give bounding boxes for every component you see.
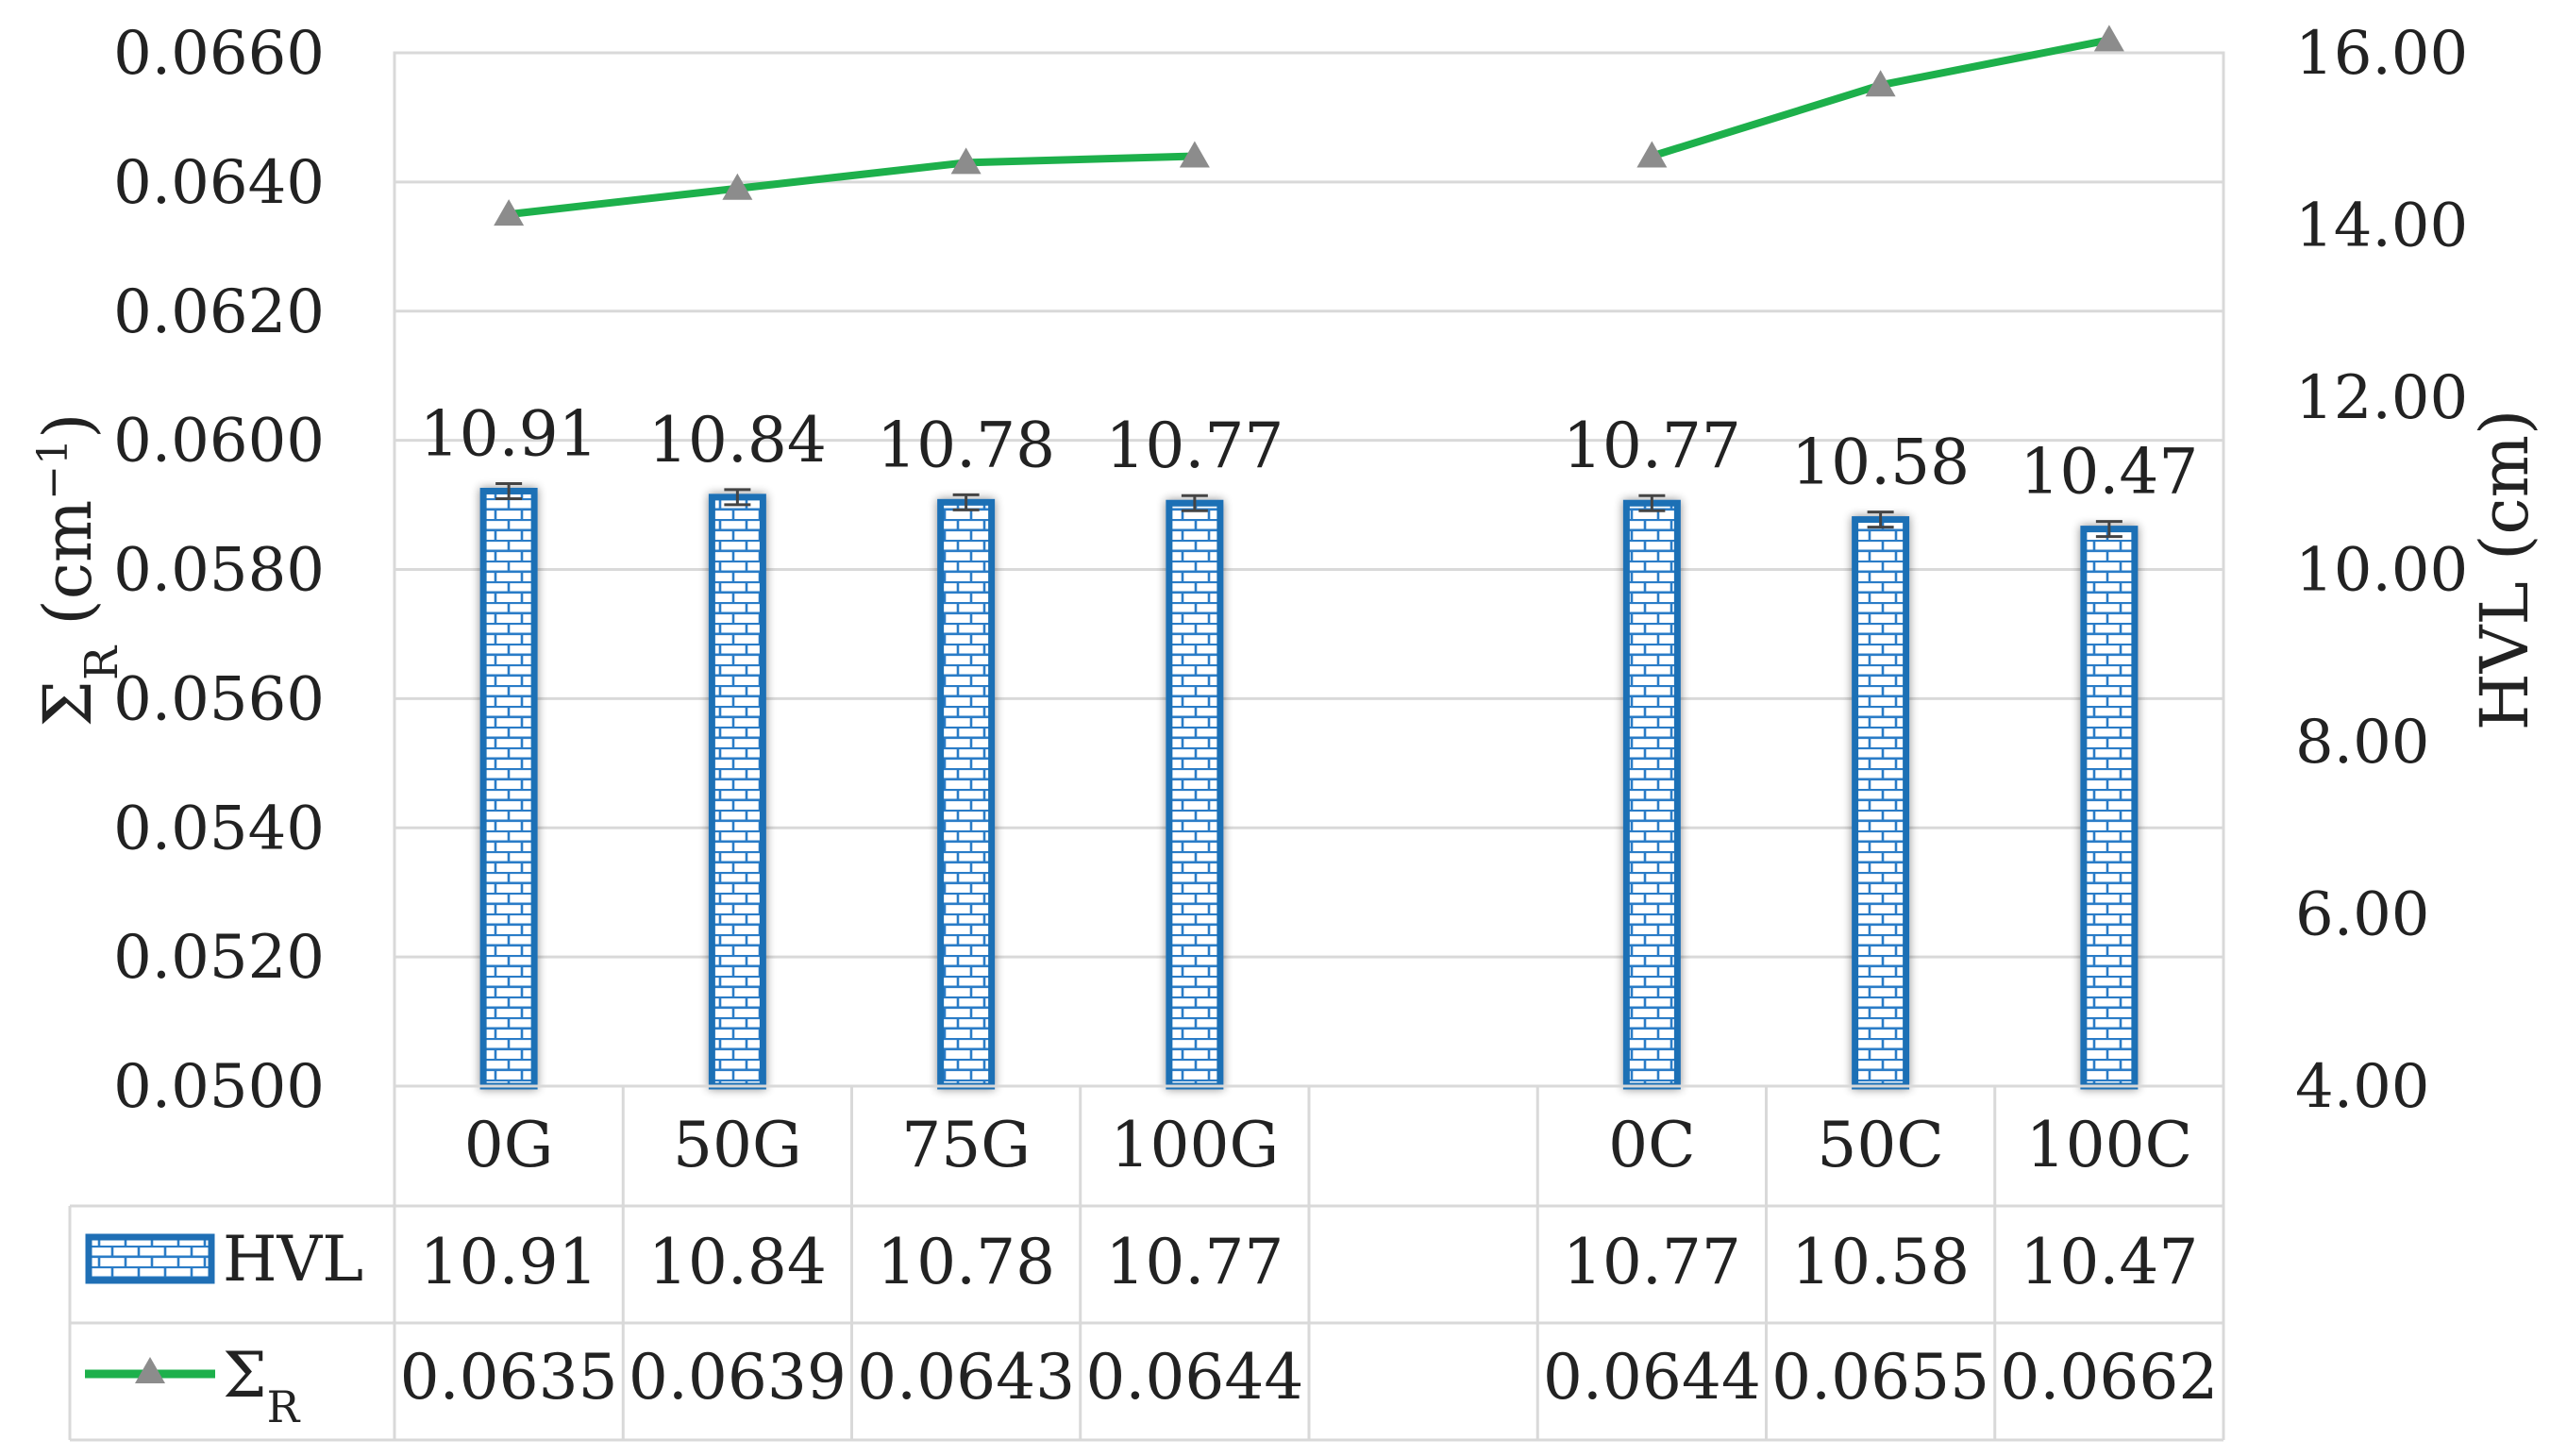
category-label: 0G [464, 1109, 554, 1181]
left-tick-label: 0.0520 [113, 923, 325, 993]
category-label: 50G [673, 1109, 802, 1181]
legend-hvl-swatch [85, 1233, 215, 1284]
right-tick-label: 4.00 [2295, 1052, 2430, 1122]
left-tick-label: 0.0500 [113, 1052, 325, 1122]
hvl-bar [2080, 526, 2139, 1090]
hvl-bar [1622, 499, 1681, 1090]
left-tick-label: 0.0600 [113, 407, 325, 477]
sigma-point [1865, 70, 1896, 97]
data-table: 0G 50G 75G 100G 0C 50C 100C 10.91 10.84 10.78 10.7… [68, 1084, 2225, 1442]
right-tick-label: 16.00 [2295, 19, 2468, 89]
right-tick-label: 8.00 [2295, 708, 2430, 778]
hvl-bar [708, 494, 766, 1090]
category-label: 100G [1111, 1109, 1280, 1181]
left-tick-label: 0.0640 [113, 148, 325, 218]
sigma-point [494, 199, 525, 226]
table-sigma-value: 0.0644 [1085, 1341, 1303, 1414]
table-sigma-value: 0.0655 [1771, 1341, 1989, 1414]
gridlines [394, 51, 2223, 1088]
right-tick-label: 6.00 [2295, 880, 2430, 950]
table-hvl-value: 10.58 [1791, 1226, 1970, 1298]
legend-hvl: HVL [85, 1223, 363, 1296]
table-hvl-value: 10.77 [1563, 1226, 1741, 1298]
bar-data-labels: 10.91 10.84 10.78 10.77 10.77 10.58 10.47 [420, 397, 2199, 508]
right-tick-label: 10.00 [2295, 536, 2468, 606]
left-tick-label: 0.0580 [113, 536, 325, 606]
sigma-point [1179, 141, 1210, 168]
legend-sigma: ΣR [85, 1339, 301, 1432]
legend-sigma-label: ΣR [223, 1339, 301, 1432]
hvl-data-label: 10.58 [1791, 427, 1970, 499]
sigma-line-segment [508, 152, 1195, 219]
category-label: 75G [901, 1109, 1031, 1181]
sigma-point [2093, 25, 2124, 52]
left-tick-label: 0.0620 [113, 277, 325, 347]
left-axis-title: ΣR (cm−1) [29, 413, 129, 728]
legend-hvl-label: HVL [223, 1223, 363, 1296]
hvl-bar [1852, 516, 1910, 1090]
table-hvl-value: 10.78 [877, 1226, 1055, 1298]
sigma-point [722, 173, 753, 200]
left-tick-label: 0.0560 [113, 664, 325, 734]
hvl-data-label: 10.78 [877, 409, 1055, 481]
legend-sigma-marker [135, 1357, 165, 1383]
table-sigma-value: 0.0639 [629, 1341, 847, 1414]
hvl-data-label: 10.77 [1563, 410, 1741, 482]
sigma-point [1636, 141, 1668, 168]
right-tick-label: 14.00 [2295, 192, 2468, 261]
table-sigma-value: 0.0662 [2000, 1341, 2218, 1414]
sigma-line-segment [1651, 36, 2110, 160]
hvl-bar [479, 487, 538, 1090]
left-axis-ticks: 0.0500 0.0520 0.0540 0.0560 0.0580 0.0600 0.06… [113, 19, 325, 1122]
table-hvl-value: 10.47 [2020, 1226, 2198, 1298]
hvl-data-label: 10.47 [2020, 436, 2198, 509]
left-tick-label: 0.0660 [113, 19, 325, 89]
category-label: 100C [2026, 1109, 2192, 1181]
hvl-bar [1166, 499, 1224, 1090]
hvl-data-label: 10.77 [1105, 410, 1284, 482]
sigma-point [950, 147, 982, 175]
category-label: 0C [1608, 1109, 1696, 1181]
hvl-bars [479, 481, 2139, 1090]
hvl-data-label: 10.84 [648, 404, 827, 477]
hvl-bar [937, 498, 996, 1090]
table-hvl-value: 10.91 [420, 1226, 598, 1298]
sigma-line [494, 25, 2124, 226]
table-sigma-value: 0.0644 [1543, 1341, 1761, 1414]
table-sigma-value: 0.0635 [400, 1341, 618, 1414]
right-axis-ticks: 4.00 6.00 8.00 10.00 12.00 14.00 16.00 [2295, 19, 2468, 1122]
table-hvl-value: 10.77 [1105, 1226, 1284, 1298]
right-tick-label: 12.00 [2295, 363, 2468, 433]
category-label: 50C [1817, 1109, 1943, 1181]
hvl-data-label: 10.91 [420, 397, 598, 470]
left-tick-label: 0.0540 [113, 794, 325, 863]
table-hvl-value: 10.84 [648, 1226, 827, 1298]
table-sigma-value: 0.0643 [857, 1341, 1075, 1414]
right-axis-title: HVL (cm) [2466, 410, 2543, 731]
